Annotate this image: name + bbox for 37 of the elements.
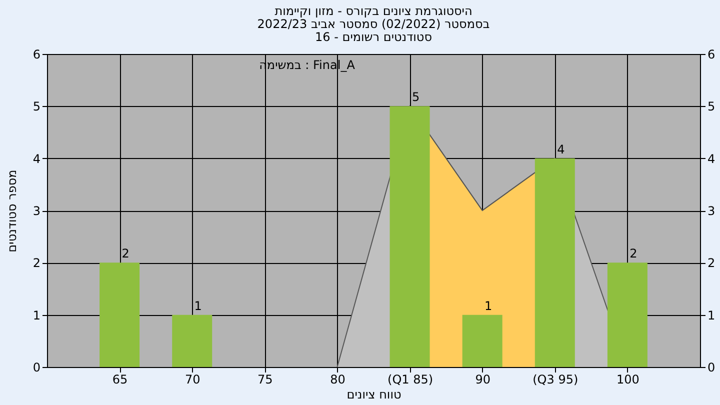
y2-tick-label: 1 — [708, 308, 716, 322]
data-label: 1 — [194, 298, 202, 313]
y-tick-label: 6 — [32, 48, 40, 62]
y-tick-label: 2 — [32, 256, 40, 270]
y-tick-label: 0 — [32, 360, 40, 374]
x-tick-label: 100 — [616, 372, 640, 386]
data-label: 5 — [412, 90, 420, 104]
x-tick-label: 70 — [184, 372, 200, 386]
y2-tick-label: 2 — [708, 256, 716, 270]
x-tick-label: (Q1 85) — [388, 372, 434, 386]
y-tick-label: 5 — [32, 100, 40, 114]
x-tick-label: 80 — [330, 372, 346, 386]
data-label: 2 — [122, 246, 130, 261]
x-tick-label: 90 — [475, 372, 490, 386]
bar — [607, 262, 648, 367]
x-tick-label: 75 — [258, 372, 273, 386]
y2-tick-label: 6 — [708, 48, 716, 62]
text: היסטוגרמת ציונים בקורס - מזון וקיימות — [274, 4, 472, 18]
y2-tick-label: 5 — [708, 100, 716, 114]
y2-tick-label: 3 — [708, 204, 716, 218]
x-axis-title: טווח ציונים — [346, 388, 402, 402]
x-tick-label: (Q3 95) — [532, 372, 578, 386]
y-tick-label: 3 — [32, 204, 40, 218]
data-label: 4 — [557, 142, 565, 156]
bar — [100, 262, 140, 367]
data-label: 2 — [630, 246, 638, 261]
bar — [462, 314, 502, 367]
text: בסמסטר (02/2022) סמסטר אביב 2022/23 — [257, 17, 490, 31]
text: סטודנטים רשומים - 16 — [314, 30, 432, 44]
y2-tick-label: 0 — [708, 360, 716, 374]
y2-tick-label: 4 — [708, 152, 716, 166]
y-tick-label: 1 — [32, 308, 40, 322]
data-label: 1 — [484, 298, 492, 313]
bar — [172, 314, 212, 367]
x-tick-label: 65 — [112, 372, 128, 386]
y-axis-title: מספר סטודנטים — [4, 170, 19, 252]
y-tick-label: 4 — [32, 152, 40, 166]
